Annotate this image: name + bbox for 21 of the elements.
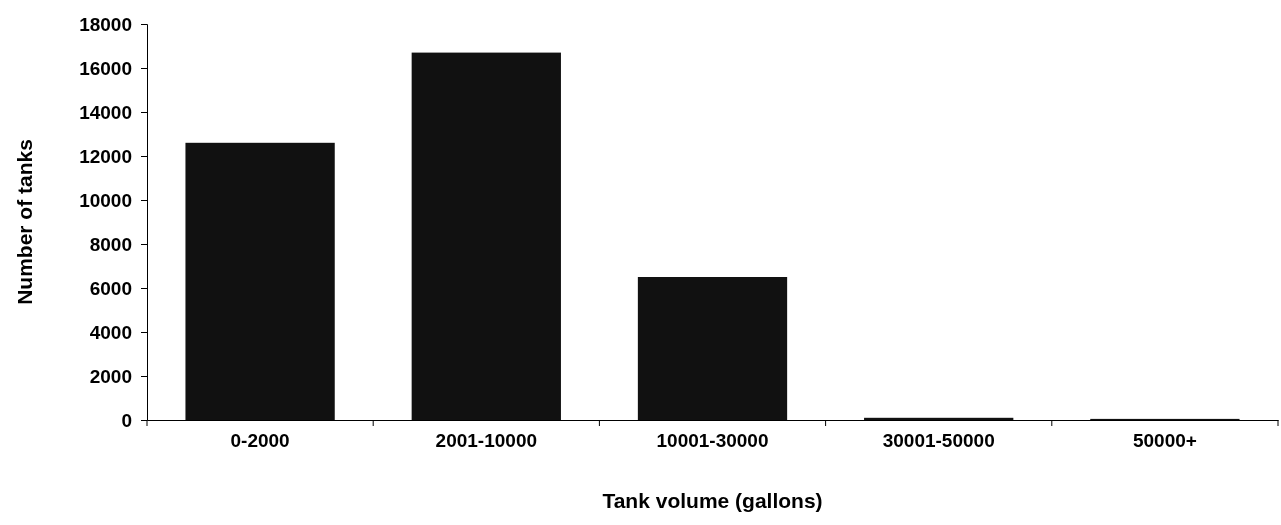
y-tick-label: 12000 [79,145,132,167]
bar [411,52,561,420]
x-tick-label: 10001-30000 [656,430,769,451]
y-tick-label: 14000 [79,101,132,123]
y-tick-label: 18000 [79,13,132,35]
x-tick-label: 0-2000 [230,430,290,451]
y-tick-label: 8000 [89,233,132,255]
x-tick-label: 2001-10000 [435,430,538,451]
x-axis-title: Tank volume (gallons) [602,489,823,512]
y-axis-title: Number of tanks [13,139,36,305]
y-tick-label: 2000 [89,365,132,387]
y-tick-label: 6000 [89,277,132,299]
y-tick-label: 0 [121,409,132,431]
y-tick-label: 16000 [79,57,132,79]
x-tick-label: 30001-50000 [882,430,995,451]
bar [864,417,1014,420]
x-tick-label: 50000+ [1132,430,1197,451]
y-tick-label: 10000 [79,189,132,211]
bar [185,142,335,420]
bar [637,277,788,420]
y-tick-label: 4000 [89,321,132,343]
